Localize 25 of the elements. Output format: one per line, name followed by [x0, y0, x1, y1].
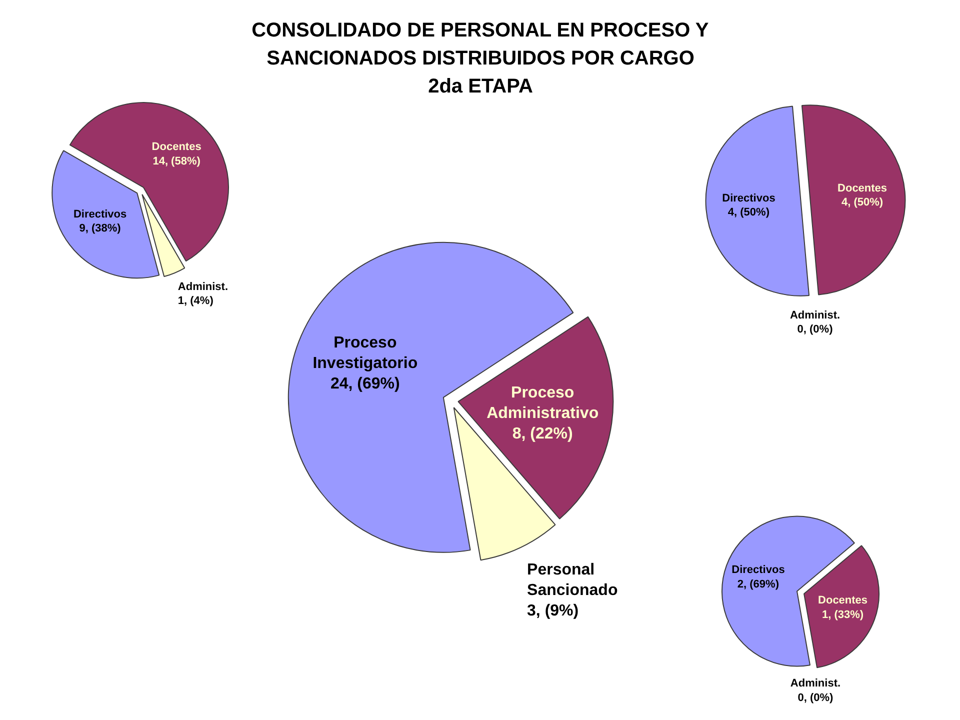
slice-label: Administ. [178, 280, 228, 293]
category-label: Administ. [790, 309, 840, 322]
slice-label: Docentes [838, 182, 888, 194]
data-label: 14, (58%) [152, 156, 201, 168]
slice-label: Directivos [732, 564, 785, 576]
text: 0, (0%) [797, 324, 833, 336]
slice-label: Proceso Administrativo [486, 384, 599, 422]
data-label: 2, (69%) [737, 578, 780, 590]
text: CONSOLIDADO DE PERSONAL EN PROCESO Y SANCIONADOS DISTRIBUIDOS POR CARGO 2da ETAPA [252, 20, 710, 98]
slice-label: Directivos [722, 192, 776, 204]
slice-label: Proceso Investigatorio [312, 334, 418, 372]
data-label: 3, (9%) [527, 602, 579, 620]
data-label: 4, (50%) [841, 196, 884, 209]
slice-label: Personal Sancionado [527, 561, 618, 599]
data-label: 9, (38%) [79, 222, 122, 235]
slice-label: Docentes [152, 141, 202, 154]
data-label: 8, (22%) [512, 425, 573, 442]
slice-label: Docentes [818, 594, 868, 607]
data-label: 4, (50%) [728, 206, 770, 219]
text: 0, (0%) [798, 692, 834, 704]
data-label: 1, (33%) [822, 609, 864, 622]
data-label: 24, (69%) [330, 375, 400, 392]
data-label: 1, (4%) [178, 295, 214, 308]
slice-label: Directivos [73, 208, 127, 220]
category-label: Administ. [790, 677, 841, 690]
